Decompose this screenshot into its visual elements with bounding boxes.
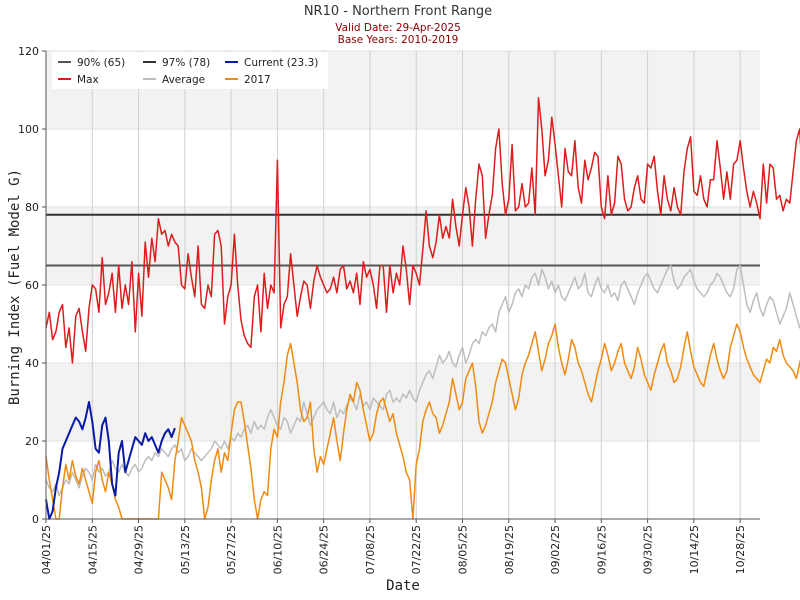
x-tick-label-10/14/25: 10/14/25 — [688, 525, 701, 574]
y-axis-label: Burning Index (Fuel Model G) — [7, 169, 23, 405]
x-tick-label-04/29/25: 04/29/25 — [133, 525, 146, 574]
y-tick-label-20: 20 — [25, 435, 39, 448]
x-axis-label: Date — [386, 578, 420, 594]
legend-label-4: Average — [162, 74, 205, 86]
y-tick-label-80: 80 — [25, 201, 39, 214]
series-line-max — [45, 97, 800, 364]
band-20-40 — [46, 363, 760, 441]
chart-subtitle-base-years: Base Years: 2010-2019 — [338, 34, 459, 46]
x-tick-label-06/10/25: 06/10/25 — [271, 525, 284, 574]
x-tick-label-04/01/25: 04/01/25 — [40, 525, 53, 574]
y-tick-label-0: 0 — [32, 513, 39, 526]
x-tick-label-09/16/25: 09/16/25 — [595, 525, 608, 574]
x-tick-label-10/28/25: 10/28/25 — [734, 525, 747, 574]
threshold-lines — [46, 213, 760, 267]
series-line-2017 — [45, 323, 800, 520]
y-tick-label-40: 40 — [25, 357, 39, 370]
legend-label-0: 90% (65) — [77, 57, 125, 69]
legend-box — [52, 52, 328, 89]
legend-label-3: Max — [77, 74, 99, 86]
x-tick-label-09/02/25: 09/02/25 — [549, 525, 562, 574]
x-tick-label-07/08/25: 07/08/25 — [364, 525, 377, 574]
x-tick-label-08/19/25: 08/19/25 — [503, 525, 516, 574]
x-tick-label-05/13/25: 05/13/25 — [179, 525, 192, 574]
chart-subtitle-valid-date: Valid Date: 29-Apr-2025 — [335, 22, 461, 34]
legend-label-1: 97% (78) — [162, 57, 210, 69]
x-tick-label-08/05/25: 08/05/25 — [457, 525, 470, 574]
x-tick-label-09/30/25: 09/30/25 — [642, 525, 655, 574]
x-tick-label-06/24/25: 06/24/25 — [318, 525, 331, 574]
series-line-current — [45, 401, 176, 520]
series-lines — [45, 97, 800, 520]
y-tick-label-100: 100 — [18, 123, 39, 136]
y-tick-labels: 0 20 40 60 80 100 120 — [18, 45, 46, 526]
y-tick-label-120: 120 — [18, 45, 39, 58]
y-tick-label-60: 60 — [25, 279, 39, 292]
x-tick-label-05/27/25: 05/27/25 — [225, 525, 238, 574]
legend-label-2: Current (23.3) — [244, 57, 318, 69]
series-line-average — [45, 264, 800, 497]
legend: 90% (65) 97% (78) Current (23.3) Max Average… — [52, 52, 328, 89]
legend-label-5: 2017 — [244, 74, 271, 86]
alternating-bands — [46, 51, 760, 441]
x-tick-label-07/22/25: 07/22/25 — [410, 525, 423, 574]
x-tick-label-04/15/25: 04/15/25 — [86, 525, 99, 574]
chart-title: NR10 - Northern Front Range — [304, 4, 492, 19]
x-tick-labels: 04/01/25 04/15/25 04/29/25 05/13/25 05/27/25… — [40, 519, 747, 574]
